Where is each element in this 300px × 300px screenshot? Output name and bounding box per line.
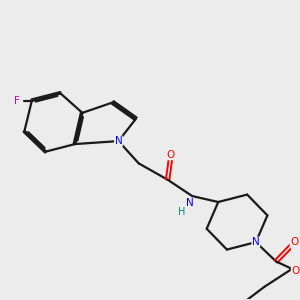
Text: N: N [252, 237, 260, 247]
Text: O: O [290, 237, 298, 247]
Text: O: O [291, 266, 300, 276]
Text: O: O [167, 150, 175, 160]
Text: F: F [14, 96, 20, 106]
Text: N: N [115, 136, 122, 146]
Text: N: N [186, 199, 194, 208]
Text: H: H [178, 206, 185, 217]
